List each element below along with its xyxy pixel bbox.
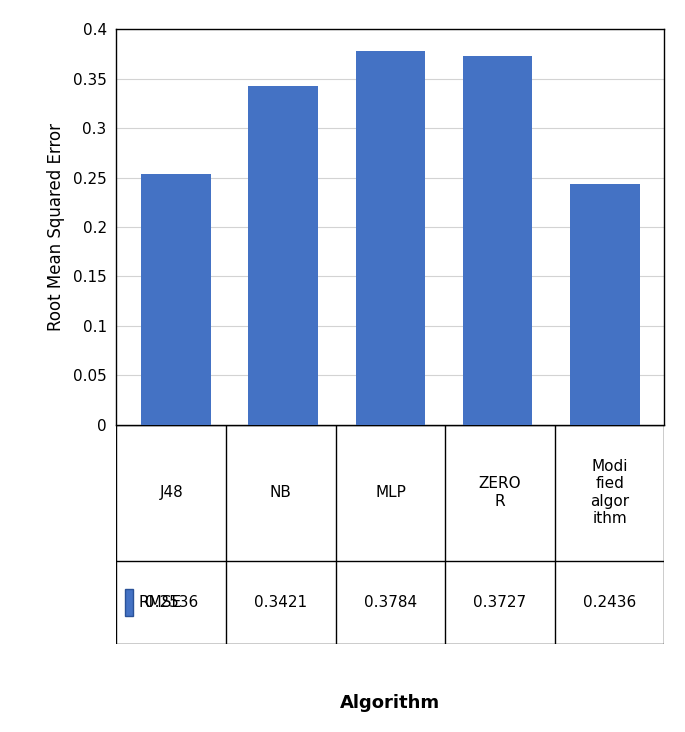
Y-axis label: Root Mean Squared Error: Root Mean Squared Error	[47, 123, 64, 331]
Bar	[463, 56, 532, 425]
Bar	[356, 51, 425, 425]
Text: 0.2536: 0.2536	[145, 595, 198, 610]
Text: Modi
fied
algor
ithm: Modi fied algor ithm	[590, 459, 630, 526]
Bar	[125, 589, 133, 616]
Bar	[141, 174, 211, 425]
Text: J48: J48	[160, 485, 183, 500]
Text: RMSE: RMSE	[138, 595, 182, 610]
Text: 0.2436: 0.2436	[583, 595, 636, 610]
Text: 0.3784: 0.3784	[364, 595, 417, 610]
Text: MLP: MLP	[375, 485, 406, 500]
Text: 0.3727: 0.3727	[473, 595, 527, 610]
Text: NB: NB	[270, 485, 292, 500]
Text: 0.3421: 0.3421	[254, 595, 308, 610]
Bar	[249, 86, 318, 425]
Text: Algorithm: Algorithm	[340, 694, 440, 712]
Text: ZERO
R: ZERO R	[479, 477, 521, 509]
Bar	[570, 184, 640, 425]
